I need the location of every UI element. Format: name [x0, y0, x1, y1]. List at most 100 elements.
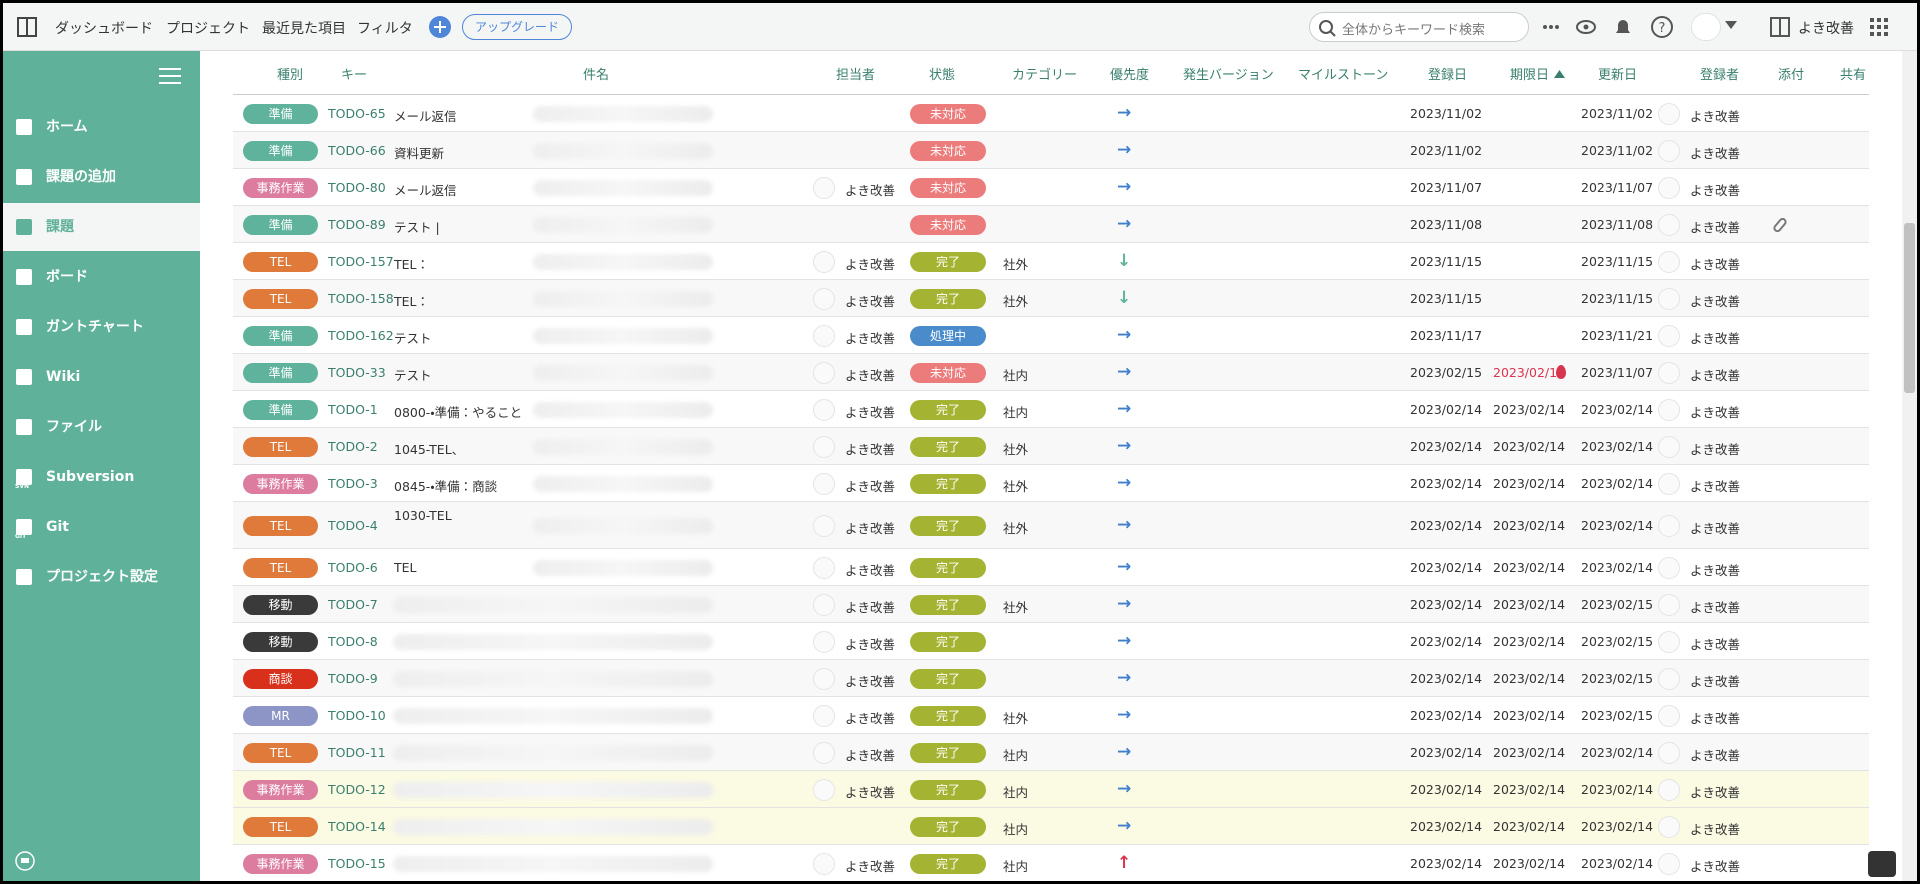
nav-link[interactable]: プロジェクト	[166, 21, 250, 37]
sidebar-item[interactable]: 課題の追加	[3, 153, 200, 201]
sidebar-item[interactable]: プロジェクト設定	[3, 553, 200, 601]
issue-key[interactable]: TODO-33	[328, 364, 386, 380]
issue-row[interactable]: 事務作業 TODO-80 メール返信 よき改善 未対応 → 2023/11/07 2023/1…	[233, 169, 1869, 206]
issue-key[interactable]: TODO-7	[328, 596, 378, 612]
issue-key[interactable]: TODO-2	[328, 438, 378, 454]
upgrade-button[interactable]: アップグレード	[462, 14, 573, 40]
sidebar-item[interactable]: Subversion SVN	[3, 453, 200, 501]
issue-row[interactable]: 準備 TODO-162 テスト よき改善 処理中 → 2023/11/17 2023/11/2…	[233, 317, 1869, 354]
issue-subject[interactable]: テスト	[394, 330, 432, 346]
menu-toggle[interactable]	[159, 67, 181, 85]
issue-subject[interactable]: 0800-・準備：やること	[394, 404, 523, 420]
column-header[interactable]: キー	[341, 68, 368, 83]
add-button[interactable]	[428, 15, 452, 39]
issue-row[interactable]: 事務作業 TODO-12 よき改善 完了 社内 → 2023/02/14 2023/02/14…	[233, 771, 1869, 808]
issue-row[interactable]: 準備 TODO-89 テスト | 未対応 → 2023/11/08 2023/11/08 よき…	[233, 206, 1869, 243]
sidebar-item[interactable]: Git GIT	[3, 503, 200, 551]
issue-row[interactable]: 移動 TODO-8 よき改善 完了 → 2023/02/14 2023/02/14 2023/…	[233, 623, 1869, 660]
issue-row[interactable]: 商談 TODO-9 よき改善 完了 → 2023/02/14 2023/02/14 2023/…	[233, 660, 1869, 697]
issue-subject[interactable]: メール返信	[394, 108, 457, 124]
issue-key[interactable]: TODO-162	[328, 327, 394, 343]
issue-row[interactable]: 事務作業 TODO-3 0845-・準備：商談 よき改善 完了 社外 → 2023/02/14…	[233, 465, 1869, 502]
column-header[interactable]: 状態	[929, 68, 956, 83]
search-box[interactable]: 全体からキーワード検索	[1309, 12, 1529, 42]
issue-subject[interactable]: 1030-TEL	[394, 508, 452, 523]
column-header[interactable]: 優先度	[1110, 68, 1150, 83]
column-header[interactable]: 更新日	[1598, 68, 1638, 83]
column-header[interactable]: カテゴリー	[1012, 68, 1078, 83]
nav-link[interactable]: フィルタ	[357, 21, 413, 37]
issue-key[interactable]: TODO-89	[328, 216, 386, 232]
issue-subject[interactable]: メール返信	[394, 182, 457, 198]
issue-key[interactable]: TODO-65	[328, 105, 386, 121]
column-header[interactable]: マイルストーン	[1298, 68, 1389, 83]
issue-subject[interactable]: テスト	[394, 367, 432, 383]
column-header[interactable]: 添付	[1778, 68, 1805, 83]
issue-subject[interactable]: TEL	[394, 559, 417, 575]
issue-row[interactable]: 移動 TODO-7 よき改善 完了 社外 → 2023/02/14 2023/02/14 202…	[233, 586, 1869, 623]
column-header[interactable]: 種別	[277, 68, 304, 83]
issue-row[interactable]: TEL TODO-4 1030-TEL よき改善 完了 社外 → 2023/02/14 2023…	[233, 502, 1869, 549]
attachment-icon[interactable]	[1771, 215, 1789, 234]
issue-key[interactable]: TODO-8	[328, 633, 378, 649]
issue-key[interactable]: TODO-11	[328, 744, 386, 760]
issue-row[interactable]: 準備 TODO-1 0800-・準備：やること よき改善 完了 社内 → 2023/02/14…	[233, 391, 1869, 428]
issue-row[interactable]: 準備 TODO-65 メール返信 未対応 → 2023/11/02 2023/11/02 よき…	[233, 95, 1869, 132]
sidebar-item[interactable]: 課題	[3, 203, 200, 251]
dropdown-caret[interactable]	[1725, 21, 1737, 31]
issue-row[interactable]: TEL TODO-157 TEL： よき改善 完了 社外 ↓ 2023/11/15 2023/1…	[233, 243, 1869, 280]
issue-row[interactable]: TEL TODO-2 1045-TEL、 よき改善 完了 社外 → 2023/02/14 202…	[233, 428, 1869, 465]
issue-key[interactable]: TODO-14	[328, 818, 386, 834]
issue-row[interactable]: TEL TODO-11 よき改善 完了 社内 → 2023/02/14 2023/02/14 2…	[233, 734, 1869, 771]
issue-key[interactable]: TODO-3	[328, 475, 378, 491]
column-header[interactable]: 発生バージョン	[1183, 68, 1274, 83]
user-avatar[interactable]	[1691, 13, 1721, 41]
column-header[interactable]: 件名	[583, 68, 610, 83]
issue-key[interactable]: TODO-4	[328, 517, 378, 533]
space-logo[interactable]	[15, 15, 39, 39]
space-name[interactable]: よき改善	[1798, 21, 1854, 37]
header-icons[interactable]: ?	[1539, 15, 1689, 39]
issue-row[interactable]: 準備 TODO-33 テスト よき改善 未対応 社内 → 2023/02/15 2023/02/…	[233, 354, 1869, 391]
issue-subject[interactable]: 0845-・準備：商談	[394, 478, 498, 494]
issue-row[interactable]: TEL TODO-158 TEL： よき改善 完了 社外 ↓ 2023/11/15 2023/1…	[233, 280, 1869, 317]
issue-key[interactable]: TODO-12	[328, 781, 386, 797]
issue-key[interactable]: TODO-9	[328, 670, 378, 686]
issue-key[interactable]: TODO-80	[328, 179, 386, 195]
issue-key[interactable]: TODO-6	[328, 559, 378, 575]
issue-row[interactable]: TEL TODO-14 完了 社内 → 2023/02/14 2023/02/14 2023/…	[233, 808, 1869, 845]
issue-row[interactable]: 準備 TODO-66 資料更新 未対応 → 2023/11/02 2023/11/02 よき改…	[233, 132, 1869, 169]
scrollbar[interactable]	[1902, 51, 1917, 881]
sidebar-item[interactable]: ファイル	[3, 403, 200, 451]
column-header[interactable]: 担当者	[836, 68, 876, 83]
issue-key[interactable]: TODO-157	[328, 253, 394, 269]
issue-row[interactable]: TEL TODO-6 TEL よき改善 完了 → 2023/02/14 2023/02/14 2…	[233, 549, 1869, 586]
column-header[interactable]: 登録者	[1700, 68, 1740, 83]
column-header[interactable]: 登録日	[1428, 68, 1468, 83]
issue-row[interactable]: MR TODO-10 よき改善 完了 社外 → 2023/02/14 2023/02/14 20…	[233, 697, 1869, 734]
sidebar-item[interactable]: ホーム	[3, 103, 200, 151]
scroll-thumb[interactable]	[1904, 223, 1915, 393]
column-header[interactable]: 共有	[1840, 68, 1867, 83]
issue-subject[interactable]: TEL：	[394, 256, 429, 272]
issue-subject[interactable]: TEL：	[394, 293, 429, 309]
column-header[interactable]: 期限日	[1510, 64, 1566, 83]
issue-key[interactable]: TODO-158	[328, 290, 394, 306]
issue-subject[interactable]: テスト |	[394, 219, 440, 235]
nav-link[interactable]: ダッシュボード	[55, 21, 153, 37]
chat-icon[interactable]	[15, 851, 35, 871]
sidebar-item[interactable]: ガントチャート	[3, 303, 200, 351]
issue-row[interactable]: 事務作業 TODO-15 よき改善 完了 社内 ↑ 2023/02/14 2023/02/14…	[233, 845, 1869, 881]
issue-key[interactable]: TODO-1	[328, 401, 378, 417]
sidebar-item[interactable]: ボード	[3, 253, 200, 301]
issue-key[interactable]: TODO-10	[328, 707, 386, 723]
issue-subject[interactable]: 資料更新	[394, 145, 445, 161]
nav-link[interactable]: 最近見た項目	[262, 21, 346, 37]
issue-key[interactable]: TODO-15	[328, 855, 386, 871]
issue-key[interactable]: TODO-66	[328, 142, 386, 158]
space-icon[interactable]	[1769, 16, 1791, 38]
link-button[interactable]	[1868, 851, 1896, 877]
apps-icon[interactable]	[1869, 17, 1889, 37]
issue-subject[interactable]: 1045-TEL、	[394, 441, 465, 457]
sidebar-item[interactable]: Wiki	[3, 353, 200, 401]
